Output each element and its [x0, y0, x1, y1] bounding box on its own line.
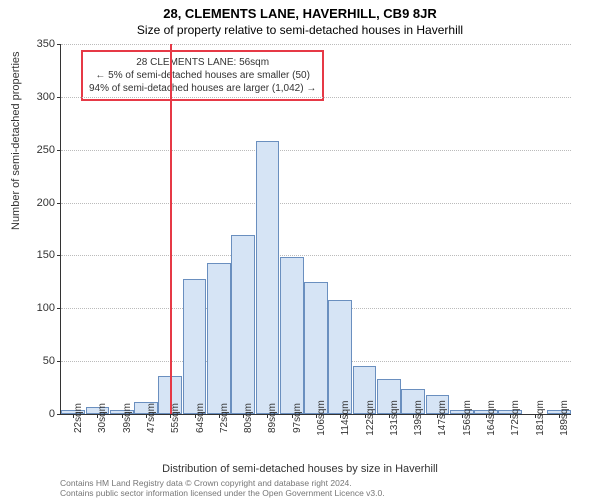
x-tick-label: 139sqm: [413, 400, 424, 436]
chart-title: 28, CLEMENTS LANE, HAVERHILL, CB9 8JR: [0, 0, 600, 21]
y-tick-label: 350: [37, 38, 55, 50]
footer-credits: Contains HM Land Registry data © Crown c…: [60, 478, 580, 498]
y-tick: [57, 150, 61, 151]
gridline: [61, 203, 571, 204]
x-tick-label: 72sqm: [219, 403, 230, 433]
plot-area: 28 CLEMENTS LANE: 56sqm ← 5% of semi-det…: [60, 44, 571, 415]
x-tick-label: 131sqm: [389, 400, 400, 436]
x-tick-label: 97sqm: [292, 403, 303, 433]
x-tick-label: 106sqm: [316, 400, 327, 436]
property-marker-line: [170, 44, 172, 414]
y-tick-label: 0: [49, 408, 55, 420]
x-tick-label: 189sqm: [559, 400, 570, 436]
y-tick-label: 100: [37, 302, 55, 314]
x-tick-label: 30sqm: [97, 403, 108, 433]
y-tick-label: 250: [37, 144, 55, 156]
histogram-bar: [304, 282, 328, 414]
annotation-line-1: 28 CLEMENTS LANE: 56sqm: [89, 56, 316, 69]
x-tick-label: 89sqm: [267, 403, 278, 433]
x-tick-label: 164sqm: [486, 400, 497, 436]
footer-line-2: Contains public sector information licen…: [60, 488, 385, 498]
gridline: [61, 97, 571, 98]
x-tick-label: 122sqm: [365, 400, 376, 436]
annotation-box: 28 CLEMENTS LANE: 56sqm ← 5% of semi-det…: [81, 50, 324, 101]
y-tick: [57, 44, 61, 45]
chart-subtitle: Size of property relative to semi-detach…: [0, 21, 600, 37]
annotation-line-3: 94% of semi-detached houses are larger (…: [89, 82, 316, 95]
x-tick-label: 147sqm: [437, 400, 448, 436]
x-tick-label: 156sqm: [462, 400, 473, 436]
histogram-bar: [328, 300, 352, 414]
x-tick-label: 181sqm: [535, 400, 546, 436]
y-tick: [57, 97, 61, 98]
y-tick-label: 300: [37, 91, 55, 103]
histogram-bar: [256, 141, 280, 414]
chart-container: 28, CLEMENTS LANE, HAVERHILL, CB9 8JR Si…: [0, 0, 600, 500]
histogram-bar: [183, 279, 207, 414]
x-tick-label: 47sqm: [146, 403, 157, 433]
x-tick-label: 22sqm: [73, 403, 84, 433]
histogram-bar: [231, 235, 255, 414]
gridline: [61, 44, 571, 45]
y-tick-label: 50: [43, 355, 55, 367]
x-tick-label: 80sqm: [243, 403, 254, 433]
gridline: [61, 255, 571, 256]
y-tick: [57, 203, 61, 204]
y-tick: [57, 308, 61, 309]
y-tick: [57, 414, 61, 415]
annotation-line-2: ← 5% of semi-detached houses are smaller…: [89, 69, 316, 82]
x-tick-label: 114sqm: [340, 401, 351, 436]
x-tick-label: 172sqm: [510, 400, 521, 436]
y-tick: [57, 361, 61, 362]
y-tick-label: 150: [37, 249, 55, 261]
x-axis-title: Distribution of semi-detached houses by …: [0, 463, 600, 475]
gridline: [61, 150, 571, 151]
y-tick: [57, 255, 61, 256]
x-tick-label: 39sqm: [122, 403, 133, 433]
y-tick-label: 200: [37, 197, 55, 209]
y-axis-title: Number of semi-detached properties: [10, 51, 22, 230]
x-tick-label: 64sqm: [195, 403, 206, 433]
histogram-bar: [207, 263, 231, 414]
footer-line-1: Contains HM Land Registry data © Crown c…: [60, 478, 352, 488]
histogram-bar: [280, 257, 304, 415]
